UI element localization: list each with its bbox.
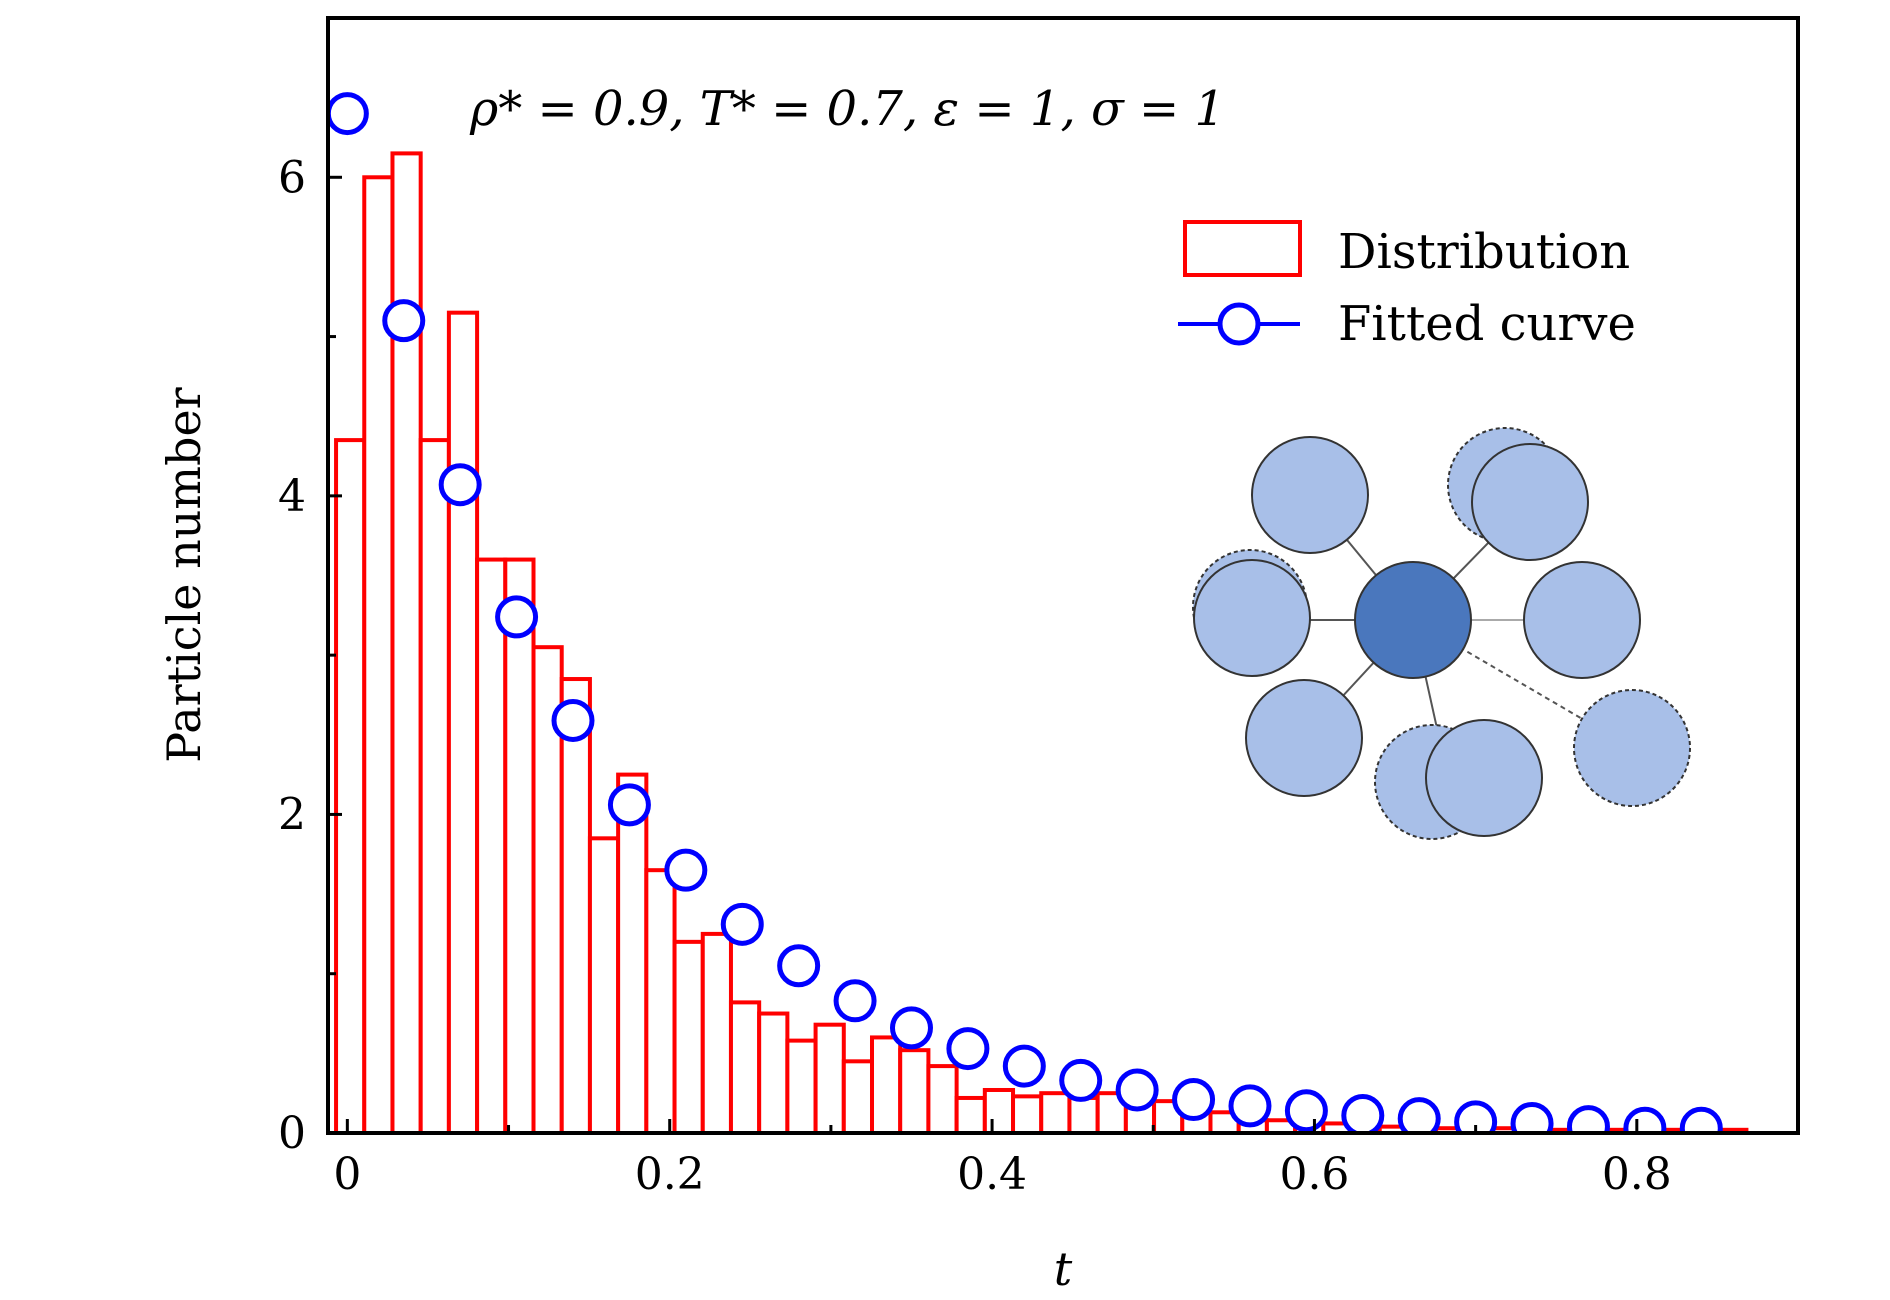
fitted-curve-point — [1623, 1106, 1667, 1133]
x-tick-label: 0.8 — [1602, 1149, 1672, 1200]
neighbor-particle — [1251, 436, 1369, 554]
legend-label-fitted: Fitted curve — [1338, 296, 1636, 352]
fitted-curve-points — [328, 92, 1723, 1133]
fitted-curve-point — [607, 783, 651, 827]
y-tick-label: 4 — [278, 471, 306, 522]
fitted-curve-point — [1454, 1100, 1498, 1133]
y-tick-label: 0 — [278, 1108, 306, 1159]
distribution-bar — [757, 1011, 790, 1133]
y-axis-ticks: 0 2 4 6 — [278, 152, 342, 1159]
fitted-curve-point — [1172, 1078, 1216, 1122]
distribution-bar — [926, 1064, 959, 1133]
distribution-bar — [841, 1059, 874, 1133]
fitted-curve-point — [1059, 1058, 1103, 1102]
particle-neighbor-diagram — [1192, 427, 1691, 840]
fitted-curve-point — [946, 1027, 990, 1071]
legend-label-distribution: Distribution — [1338, 224, 1630, 280]
distribution-bar — [672, 939, 705, 1133]
x-tick-label: 0.2 — [635, 1149, 705, 1200]
plot-frame — [326, 16, 1800, 1135]
fitted-curve-point — [328, 92, 369, 136]
fitted-curve-point — [1284, 1089, 1328, 1133]
x-tick-label: 0.6 — [1279, 1149, 1349, 1200]
y-axis-title: Particle number — [157, 387, 211, 762]
x-axis-title: t — [1054, 1242, 1073, 1296]
distribution-bar — [446, 310, 480, 1133]
fitted-curve-point — [889, 1006, 933, 1050]
legend: Distribution Fitted curve — [1178, 220, 1636, 352]
distribution-bar — [954, 1095, 987, 1133]
distribution-bar — [418, 438, 451, 1133]
neighbor-particle — [1425, 719, 1543, 837]
distribution-bar — [503, 557, 536, 1133]
neighbor-particle — [1523, 561, 1641, 679]
neighbor-particle — [1245, 679, 1363, 797]
fitted-curve-point — [1566, 1105, 1610, 1133]
distribution-bar — [587, 836, 621, 1133]
y-tick-label: 2 — [278, 789, 306, 840]
fitted-curve-point — [551, 698, 595, 742]
fitted-curve-point — [1679, 1106, 1723, 1133]
distribution-bar — [1011, 1094, 1044, 1133]
distribution-bar — [700, 931, 733, 1133]
x-tick-label: 0.4 — [957, 1149, 1027, 1200]
neighbor-particle-dashed — [1573, 689, 1691, 807]
neighbor-particle — [1193, 559, 1311, 677]
fitted-curve-point — [495, 595, 539, 639]
distribution-bar — [334, 438, 367, 1133]
fitted-curve-point — [1002, 1044, 1046, 1088]
distribution-bar — [785, 1038, 818, 1133]
fitted-curve-point — [777, 944, 821, 988]
distribution-bar — [559, 677, 592, 1133]
distribution-bar — [982, 1087, 1016, 1133]
parameter-annotation: ρ* = 0.9, T* = 0.7, ε = 1, σ = 1 — [469, 81, 1225, 137]
distribution-bar — [728, 1000, 762, 1133]
distribution-bar — [362, 175, 395, 1133]
distribution-bar — [898, 1048, 931, 1133]
fitted-curve-point — [833, 979, 877, 1023]
distribution-bar — [869, 1035, 903, 1133]
fitted-curve-point — [720, 902, 764, 946]
fitted-curve-point — [382, 299, 426, 343]
neighbor-particle — [1471, 443, 1589, 561]
distribution-bar — [644, 868, 677, 1133]
fitted-curve-point — [438, 463, 482, 507]
distribution-bar — [1067, 1095, 1100, 1133]
central-particle — [1354, 561, 1472, 679]
distribution-bar — [1039, 1091, 1072, 1133]
fitted-curve-point — [1397, 1097, 1441, 1133]
y-tick-label: 6 — [278, 152, 306, 203]
fitted-curve-point — [1510, 1101, 1554, 1133]
x-axis-ticks: 0 0.2 0.4 0.6 0.8 — [333, 1119, 1800, 1200]
distribution-bars — [334, 151, 1749, 1133]
x-tick-label: 0 — [333, 1149, 361, 1200]
fitted-curve-point — [1228, 1084, 1272, 1128]
distribution-bar — [813, 1022, 846, 1133]
legend-swatch-distribution — [1183, 220, 1302, 277]
legend-marker-fitted — [1217, 302, 1261, 346]
distribution-bar — [616, 772, 649, 1133]
fitted-curve-point — [1115, 1068, 1159, 1112]
fitted-curve-point — [1341, 1093, 1385, 1133]
distribution-bar — [475, 557, 508, 1133]
fitted-curve-point — [664, 848, 708, 892]
